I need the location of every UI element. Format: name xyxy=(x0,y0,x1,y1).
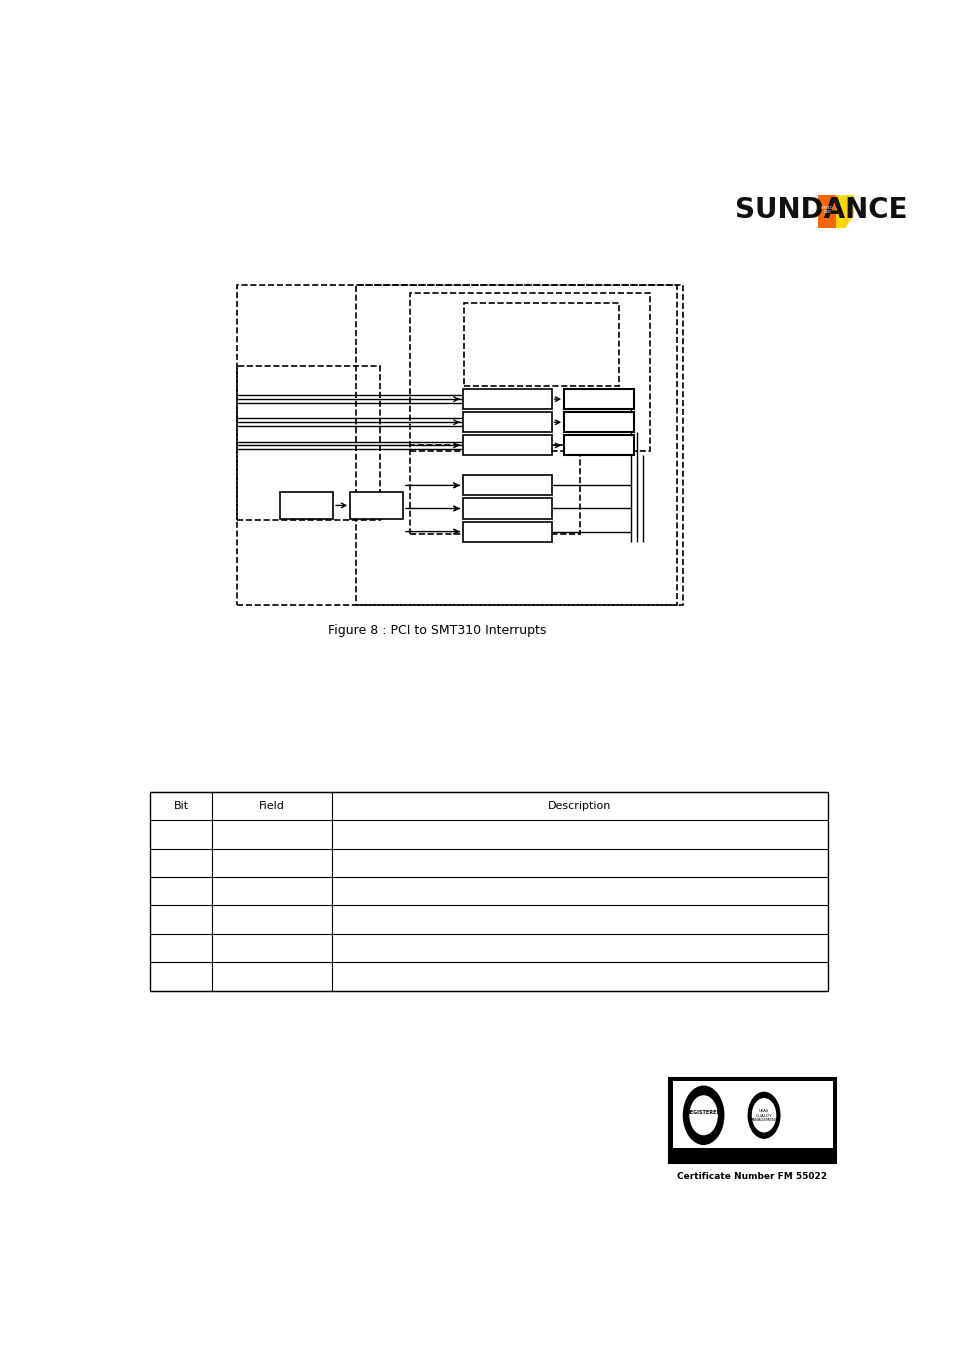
FancyBboxPatch shape xyxy=(672,1081,832,1148)
FancyBboxPatch shape xyxy=(563,389,633,409)
Text: EMBED
DED: EMBED DED xyxy=(820,207,833,215)
Circle shape xyxy=(681,1084,724,1146)
FancyBboxPatch shape xyxy=(462,389,551,409)
FancyBboxPatch shape xyxy=(563,412,633,432)
FancyBboxPatch shape xyxy=(150,792,827,991)
Text: Certificate Number FM 55022: Certificate Number FM 55022 xyxy=(677,1172,826,1181)
Circle shape xyxy=(746,1091,781,1139)
FancyBboxPatch shape xyxy=(280,491,333,520)
Text: SUNDANCE: SUNDANCE xyxy=(735,196,907,224)
FancyBboxPatch shape xyxy=(350,491,402,520)
Text: REGISTERED: REGISTERED xyxy=(686,1110,720,1115)
FancyBboxPatch shape xyxy=(462,475,551,495)
FancyBboxPatch shape xyxy=(669,1079,835,1162)
Text: Figure 8 : PCI to SMT310 Interrupts: Figure 8 : PCI to SMT310 Interrupts xyxy=(328,624,546,637)
Text: UKAS
QUALITY
MANAGEMENT: UKAS QUALITY MANAGEMENT xyxy=(749,1108,778,1122)
FancyBboxPatch shape xyxy=(462,435,551,455)
Polygon shape xyxy=(835,196,853,228)
Circle shape xyxy=(751,1098,776,1133)
FancyBboxPatch shape xyxy=(462,498,551,518)
Text: Field: Field xyxy=(259,801,285,811)
Text: Description: Description xyxy=(548,801,611,811)
Circle shape xyxy=(689,1095,717,1135)
Text: 003: 003 xyxy=(757,1143,770,1149)
FancyBboxPatch shape xyxy=(462,521,551,541)
FancyBboxPatch shape xyxy=(563,435,633,455)
FancyBboxPatch shape xyxy=(818,196,835,228)
Text: Bit: Bit xyxy=(173,801,189,811)
FancyBboxPatch shape xyxy=(462,412,551,432)
